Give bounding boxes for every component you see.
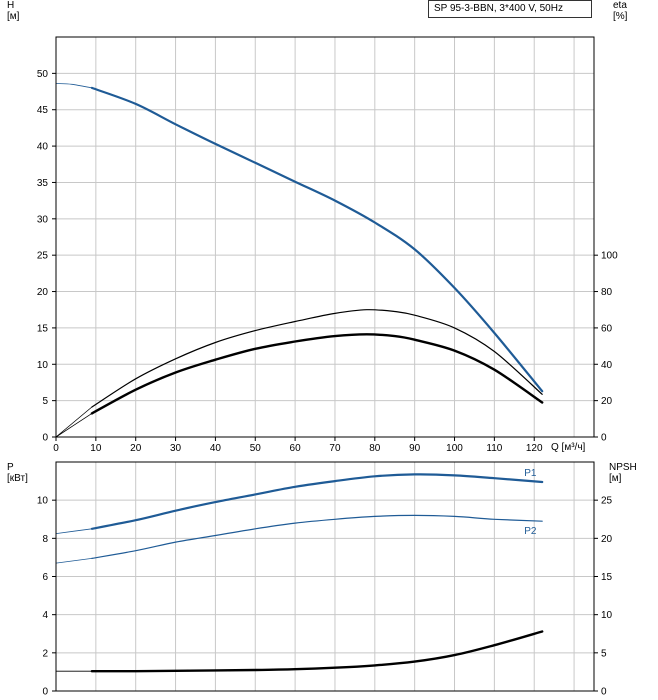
- lower-series-line-0: [90, 473, 544, 530]
- upper-left-tick-label: 40: [37, 142, 49, 153]
- lower-right-tick-label: 25: [601, 496, 613, 507]
- lower-right-axis-label: NPSH [м]: [609, 462, 637, 484]
- x-axis-label: Q [м³/ч]: [551, 442, 586, 453]
- axis-ticks: 0 10 20 30 40 50 60 70 80 90 100 110 120051015202530…: [37, 69, 618, 698]
- chart-series: P1 P2: [55, 83, 544, 673]
- eta-symbol: eta: [613, 0, 627, 11]
- upper-left-tick-label: 25: [37, 251, 49, 262]
- npsh-symbol: NPSH: [609, 462, 637, 473]
- upper-left-tick-label: 5: [42, 396, 48, 407]
- upper-right-tick-label: 20: [601, 396, 613, 407]
- upper-right-axis-label: eta [%]: [613, 0, 627, 22]
- lower-series-line-4: [90, 630, 544, 673]
- power-symbol: P: [7, 462, 14, 473]
- upper-right-tick-label: 60: [601, 323, 613, 334]
- npsh-unit: [м]: [609, 473, 622, 484]
- pump-model-legend: SP 95-3-BBN, 3*400 V, 50Hz: [428, 0, 592, 18]
- upper-left-tick-label: 50: [37, 69, 49, 80]
- lower-left-axis-label: P [кВт]: [7, 462, 28, 484]
- x-tick-label: 60: [290, 443, 302, 454]
- upper-series-line-2: [91, 309, 543, 408]
- lower-right-tick-label: 5: [601, 648, 607, 659]
- x-tick-label: 110: [486, 443, 502, 454]
- lower-left-tick-label: 8: [42, 534, 48, 545]
- x-tick-label: 50: [250, 443, 262, 454]
- upper-series-line-1: [55, 83, 93, 89]
- upper-series-line-5: [55, 413, 93, 438]
- lower-series-line-1: [55, 528, 93, 534]
- lower-series-line-3: [55, 558, 93, 564]
- head-unit: [м]: [7, 11, 20, 22]
- upper-right-tick-label: 80: [601, 287, 613, 298]
- lower-left-tick-label: 4: [42, 610, 48, 621]
- x-tick-label: 20: [130, 443, 142, 454]
- x-tick-label: 0: [53, 443, 59, 454]
- upper-series-line-3: [55, 406, 93, 438]
- series-label-p2: P2: [524, 526, 537, 537]
- lower-right-tick-label: 10: [601, 610, 613, 621]
- upper-left-tick-label: 0: [42, 433, 48, 444]
- upper-series-line-4: [90, 333, 544, 415]
- lower-grid: [56, 461, 594, 691]
- x-tick-label: 70: [329, 443, 341, 454]
- upper-left-tick-label: 15: [37, 323, 49, 334]
- upper-right-tick-label: 0: [601, 433, 607, 444]
- lower-left-tick-label: 10: [37, 496, 49, 507]
- power-unit: [кВт]: [7, 473, 28, 484]
- upper-left-axis-label: H [м]: [7, 0, 19, 22]
- lower-right-tick-label: 15: [601, 572, 613, 583]
- upper-grid: [56, 36, 594, 437]
- upper-right-tick-label: 100: [601, 251, 618, 262]
- x-tick-label: 10: [90, 443, 102, 454]
- x-tick-label: 120: [526, 443, 543, 454]
- lower-series-line-2: [91, 514, 543, 559]
- upper-series-line-0: [90, 86, 544, 393]
- series-label-p1: P1: [524, 468, 537, 479]
- lower-right-tick-label: 20: [601, 534, 613, 545]
- x-tick-label: 100: [446, 443, 463, 454]
- upper-left-tick-label: 45: [37, 105, 49, 116]
- upper-right-tick-label: 40: [601, 360, 613, 371]
- lower-left-tick-label: 2: [42, 648, 48, 659]
- lower-left-tick-label: 0: [42, 687, 48, 698]
- upper-left-tick-label: 30: [37, 214, 49, 225]
- upper-left-tick-label: 10: [37, 360, 49, 371]
- x-tick-label: 30: [170, 443, 182, 454]
- pump-model-text: SP 95-3-BBN, 3*400 V, 50Hz: [434, 3, 563, 14]
- upper-left-tick-label: 35: [37, 178, 49, 189]
- upper-plot-frame: [55, 36, 595, 438]
- eta-unit: [%]: [613, 11, 628, 22]
- x-tick-label: 80: [369, 443, 381, 454]
- x-tick-label: 90: [409, 443, 421, 454]
- upper-left-tick-label: 20: [37, 287, 49, 298]
- lower-plot-frame: [55, 461, 595, 692]
- lower-left-tick-label: 6: [42, 572, 48, 583]
- lower-right-tick-label: 0: [601, 687, 607, 698]
- x-tick-label: 40: [210, 443, 222, 454]
- head-symbol: H: [7, 0, 15, 11]
